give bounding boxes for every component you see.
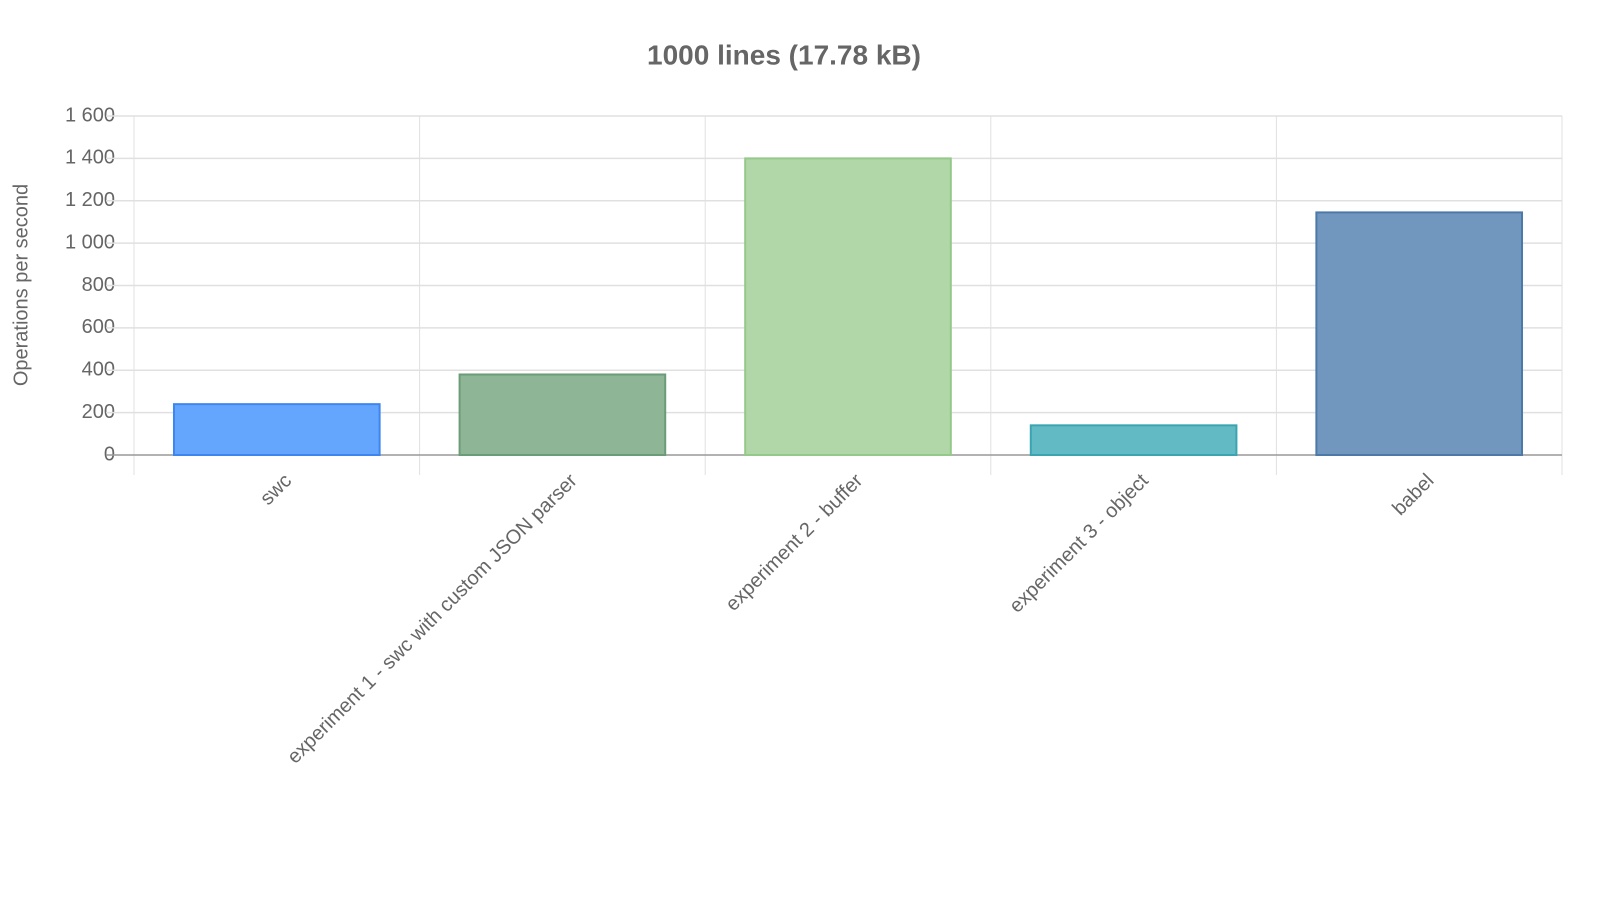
bar [1029,424,1238,456]
y-tick-label: 600 [82,316,115,338]
y-axis-title: Operations per second [10,184,32,386]
y-tick-label: 1 600 [65,104,115,126]
y-tick-label: 800 [82,274,115,296]
bar [1315,211,1524,456]
bar [172,403,381,456]
x-tick-label: experiment 1 - swc with custom JSON pars… [283,469,582,768]
x-tick-label: babel [1388,470,1438,520]
bar [744,157,952,456]
y-tick-label: 200 [82,401,115,423]
y-tick-label: 1 400 [65,147,115,169]
y-tick-label: 1 000 [65,231,115,253]
y-tick-label: 400 [82,359,115,381]
x-tick-label: experiment 3 - object [1005,469,1153,617]
bar [458,373,667,456]
y-tick-label: 1 200 [65,189,115,211]
x-tick-label: swc [256,470,296,510]
chart-title: 1000 lines (17.78 kB) [647,39,921,70]
x-tick-label: experiment 2 - buffer [721,469,867,615]
